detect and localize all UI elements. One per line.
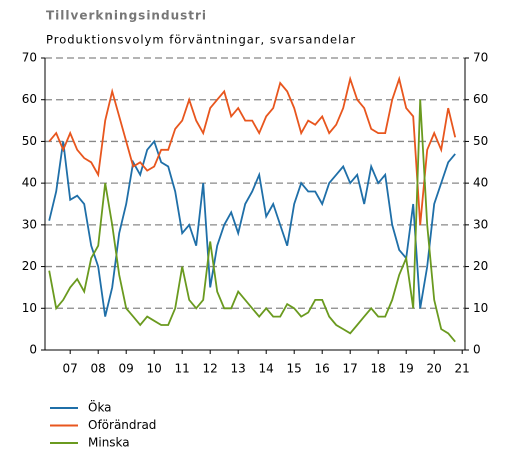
y2-tick-label: 30 xyxy=(473,217,488,231)
x-tick-label: 16 xyxy=(315,362,330,376)
x-tick-label: 21 xyxy=(455,362,470,376)
y-tick-label: 30 xyxy=(22,217,37,231)
y-tick-label: 0 xyxy=(29,343,37,357)
y-tick-label: 40 xyxy=(22,176,37,190)
series-line xyxy=(48,139,456,317)
y2-tick-label: 20 xyxy=(473,259,488,273)
legend-label: Öka xyxy=(88,399,112,415)
legend-label: Oförändrad xyxy=(88,418,156,432)
y2-tick-label: 50 xyxy=(473,134,488,148)
x-tick-label: 18 xyxy=(371,362,386,376)
series-line xyxy=(48,75,457,225)
y2-tick-label: 10 xyxy=(473,301,488,315)
x-tick-label: 12 xyxy=(203,362,218,376)
y2-tick-label: 70 xyxy=(473,51,488,65)
y2-tick-label: 40 xyxy=(473,176,488,190)
y2-tick-label: 60 xyxy=(473,92,488,106)
y-tick-label: 70 xyxy=(22,51,37,65)
x-tick-label: 13 xyxy=(231,362,246,376)
y2-tick-label: 0 xyxy=(473,343,481,357)
x-tick-label: 20 xyxy=(427,362,442,376)
y-tick-label: 60 xyxy=(22,92,37,106)
chart-title: Tillverkningsindustri xyxy=(46,9,207,23)
x-tick-label: 14 xyxy=(259,362,274,376)
x-tick-label: 10 xyxy=(147,362,162,376)
x-tick-label: 11 xyxy=(175,362,190,376)
chart-subtitle: Produktionsvolym förväntningar, svarsand… xyxy=(46,33,356,47)
series-line xyxy=(48,99,456,343)
legend-label: Minska xyxy=(88,436,130,450)
x-tick-label: 15 xyxy=(287,362,302,376)
x-tick-label: 09 xyxy=(119,362,134,376)
x-tick-label: 07 xyxy=(63,362,78,376)
x-tick-label: 19 xyxy=(399,362,414,376)
y-tick-label: 20 xyxy=(22,259,37,273)
x-tick-label: 17 xyxy=(343,362,358,376)
y-tick-label: 10 xyxy=(22,301,37,315)
y-tick-label: 50 xyxy=(22,134,37,148)
x-tick-label: 08 xyxy=(91,362,106,376)
